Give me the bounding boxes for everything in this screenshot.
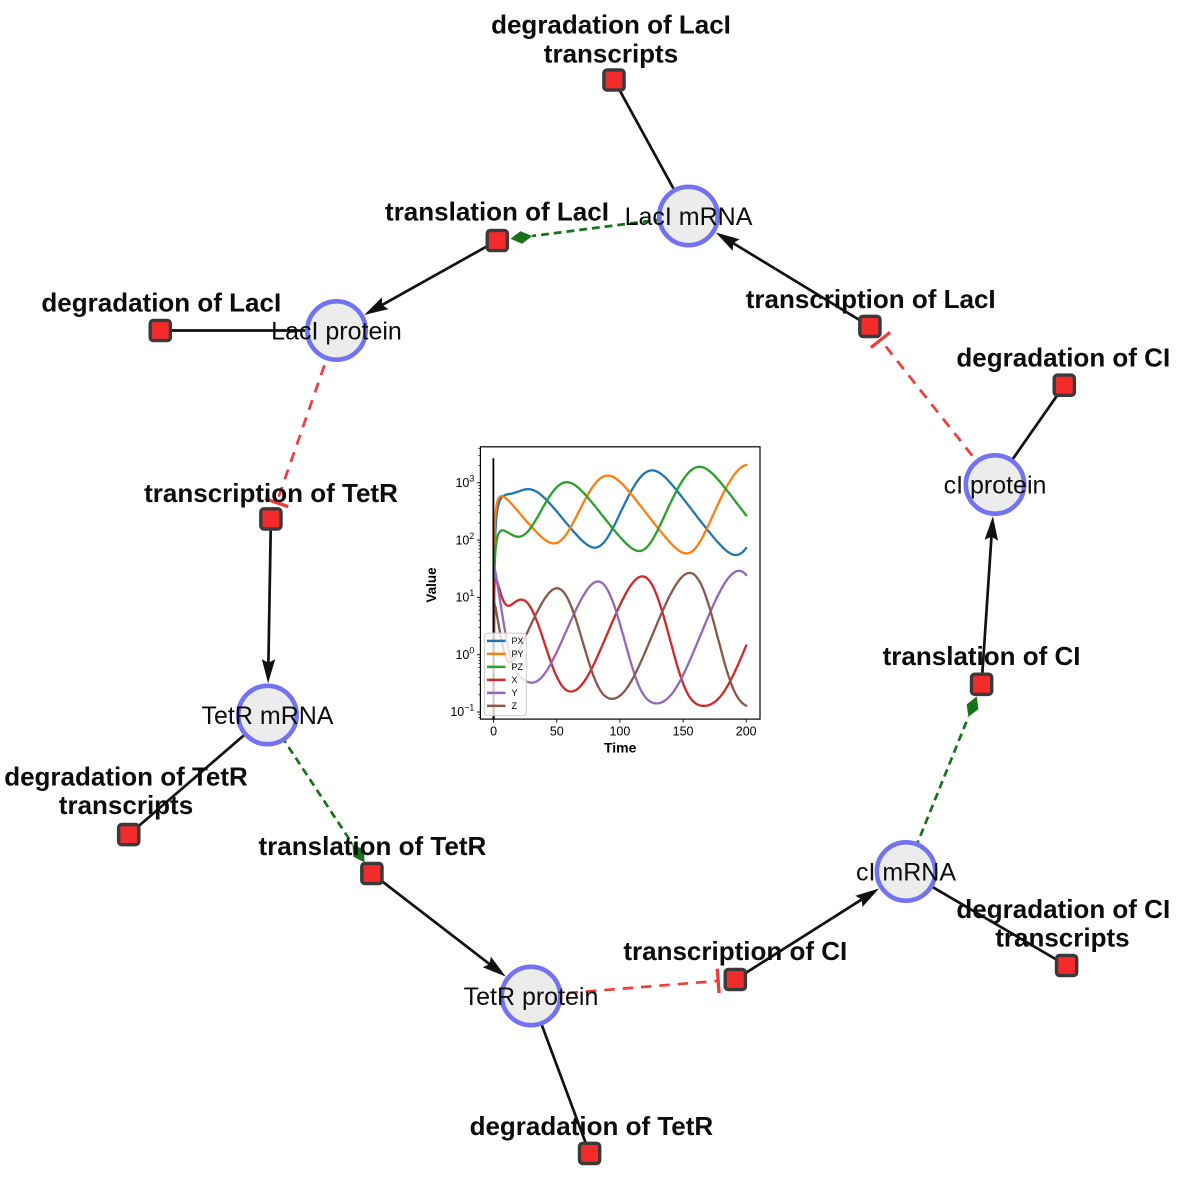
svg-text:degradation of TetR: degradation of TetR <box>470 1111 714 1141</box>
svg-text:PX: PX <box>512 636 524 646</box>
svg-text:LacI mRNA: LacI mRNA <box>625 203 753 231</box>
svg-text:LacI protein: LacI protein <box>271 317 402 345</box>
svg-text:translation of LacI: translation of LacI <box>385 196 609 226</box>
svg-text:150: 150 <box>673 725 694 739</box>
svg-text:cI protein: cI protein <box>944 471 1047 499</box>
svg-text:transcription of CI: transcription of CI <box>623 936 847 966</box>
svg-text:degradation of CI: degradation of CI <box>956 343 1170 373</box>
svg-text:Value: Value <box>424 567 439 603</box>
svg-text:cI mRNA: cI mRNA <box>856 858 956 886</box>
svg-text:transcription of LacI: transcription of LacI <box>746 284 996 314</box>
svg-text:transcripts: transcripts <box>995 922 1129 952</box>
svg-text:transcripts: transcripts <box>544 38 678 68</box>
svg-text:degradation of CI: degradation of CI <box>956 894 1170 924</box>
svg-text:translation of CI: translation of CI <box>883 641 1081 671</box>
svg-text:200: 200 <box>736 725 757 739</box>
svg-text:Y: Y <box>512 688 518 698</box>
svg-text:degradation of TetR: degradation of TetR <box>4 762 248 792</box>
svg-text:Time: Time <box>604 740 637 756</box>
svg-text:translation of TetR: translation of TetR <box>259 831 487 861</box>
svg-text:TetR protein: TetR protein <box>464 983 599 1011</box>
svg-text:0: 0 <box>490 725 497 739</box>
svg-text:X: X <box>512 675 518 685</box>
svg-text:degradation of LacI: degradation of LacI <box>491 10 731 40</box>
svg-text:100: 100 <box>609 725 630 739</box>
svg-text:PZ: PZ <box>512 662 524 672</box>
svg-text:50: 50 <box>550 725 564 739</box>
svg-text:Z: Z <box>512 701 518 711</box>
svg-text:transcription of TetR: transcription of TetR <box>144 478 398 508</box>
svg-text:PY: PY <box>512 649 524 659</box>
svg-text:TetR mRNA: TetR mRNA <box>202 702 334 730</box>
svg-text:degradation of LacI: degradation of LacI <box>41 288 281 318</box>
svg-text:transcripts: transcripts <box>59 790 193 820</box>
